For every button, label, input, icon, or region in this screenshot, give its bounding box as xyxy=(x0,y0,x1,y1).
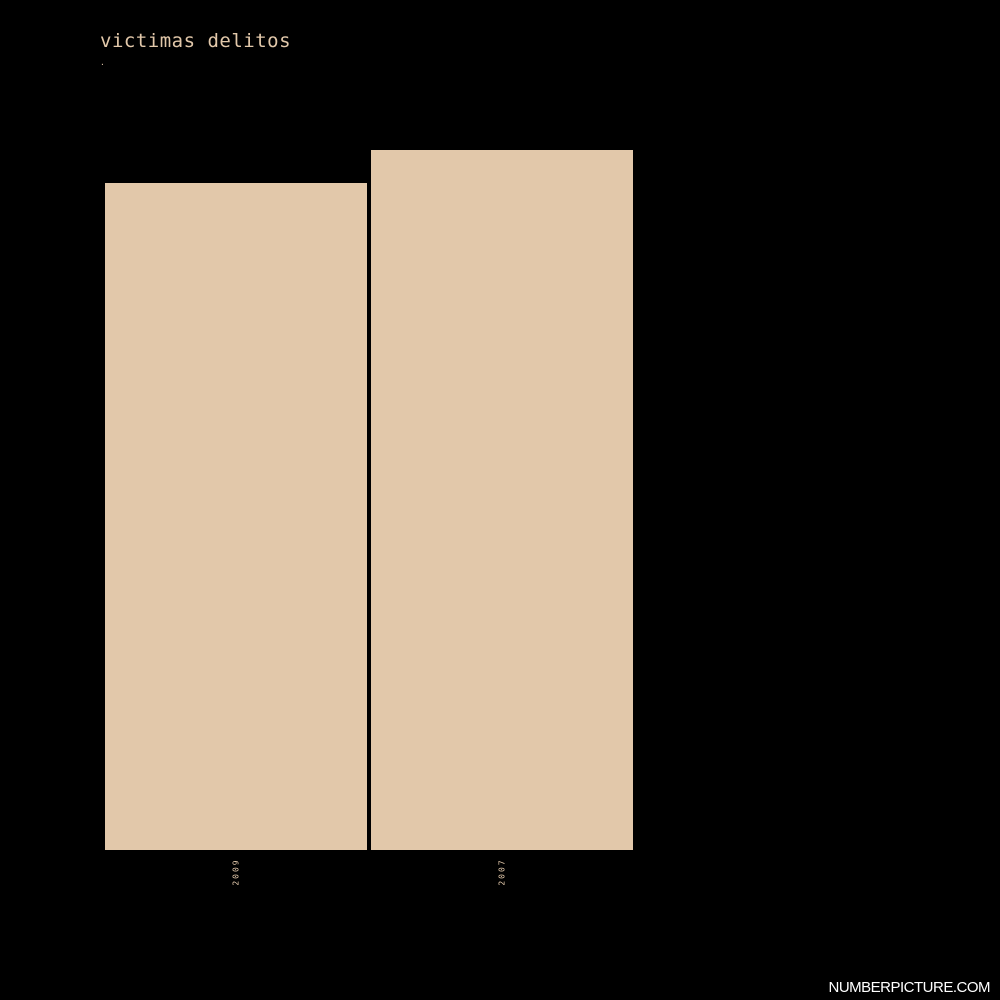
brand-watermark: NUMBERPICTURE.COM xyxy=(828,979,990,996)
chart-subtitle: . xyxy=(100,58,105,67)
x-tick-label-2007: 2007 xyxy=(498,858,507,885)
x-tick-label-2009: 2009 xyxy=(232,858,241,885)
bar-2007 xyxy=(371,150,633,850)
chart-title: victimas delitos xyxy=(100,30,292,52)
bar-2009 xyxy=(105,183,367,850)
